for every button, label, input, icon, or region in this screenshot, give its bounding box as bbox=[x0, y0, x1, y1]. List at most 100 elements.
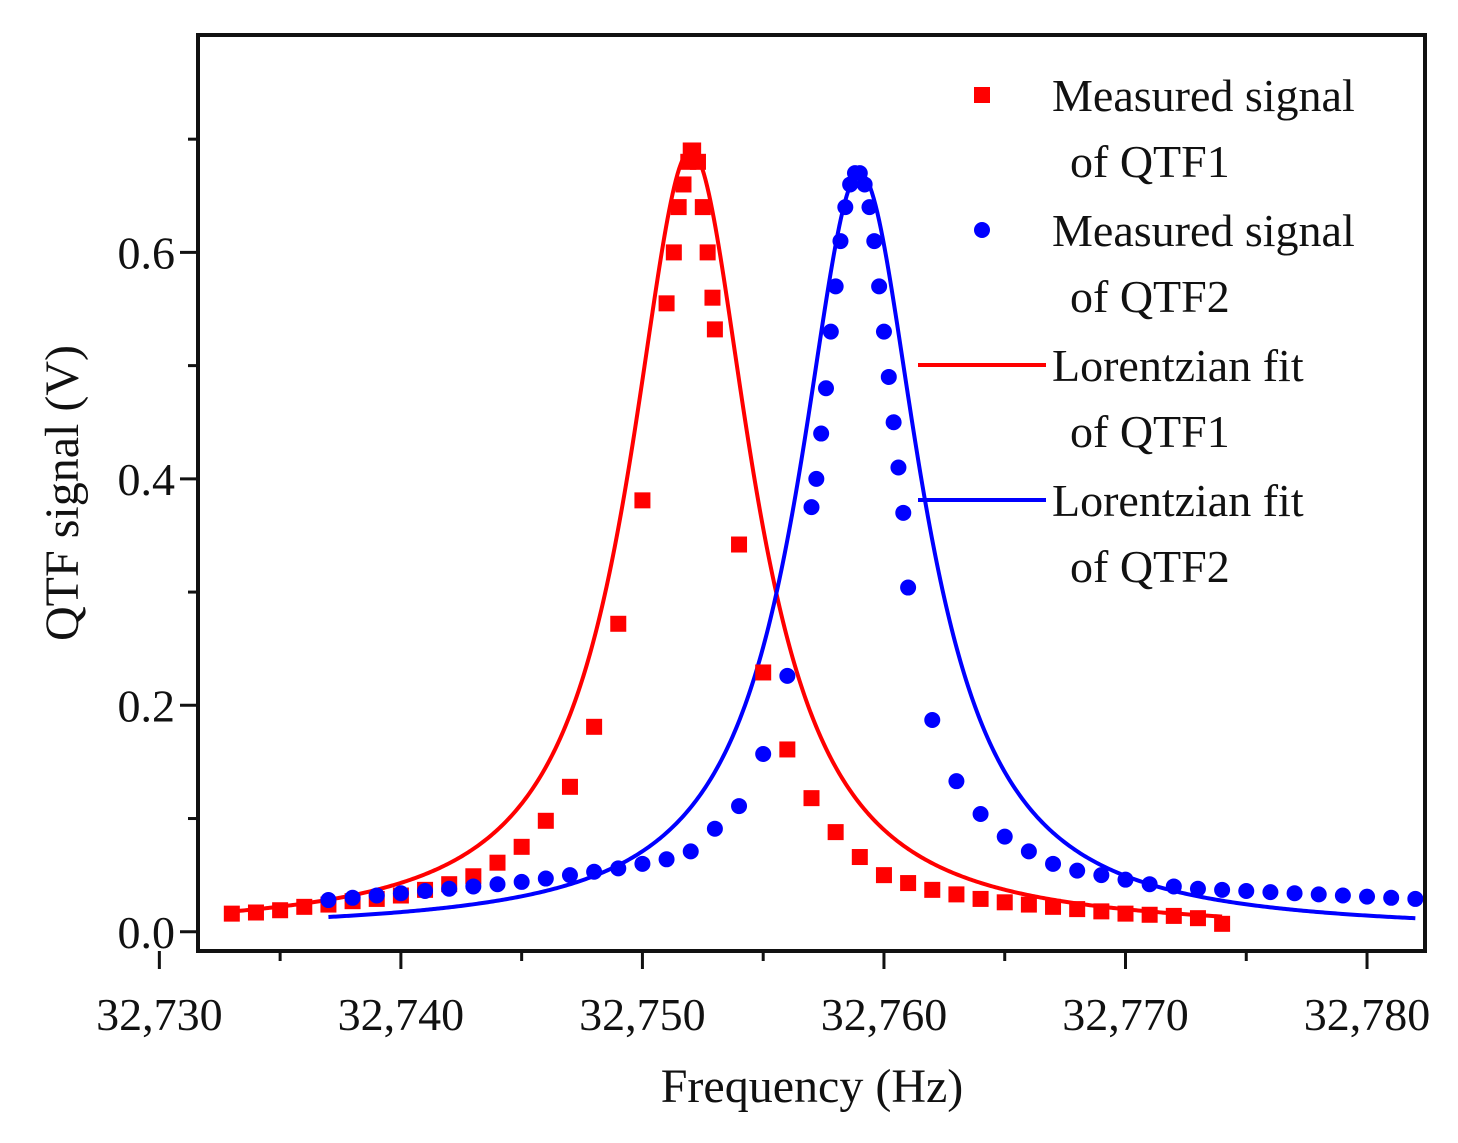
data-point bbox=[866, 233, 883, 250]
data-point bbox=[890, 459, 907, 476]
data-point bbox=[1407, 890, 1424, 907]
data-point bbox=[885, 414, 902, 431]
data-point bbox=[699, 244, 716, 261]
data-point bbox=[817, 380, 834, 397]
data-point bbox=[731, 536, 748, 553]
data-point bbox=[856, 176, 873, 193]
axes-layer: 32,730 32,740 32,750 32,760 32,770 32,780 0.0 0… bbox=[96, 137, 1430, 1040]
data-point bbox=[675, 176, 692, 193]
legend-symbol-qtf2-measured bbox=[974, 222, 990, 238]
data-point bbox=[813, 425, 830, 442]
series-layer bbox=[223, 142, 1424, 932]
data-point bbox=[670, 199, 687, 216]
x-tick-label: 32,740 bbox=[338, 989, 465, 1040]
legend-label-qtf1-fit: of QTF1 bbox=[1070, 406, 1230, 457]
data-point bbox=[537, 870, 554, 887]
data-point bbox=[320, 892, 337, 909]
data-point bbox=[368, 887, 385, 904]
data-point bbox=[1093, 903, 1110, 920]
data-point bbox=[779, 667, 796, 684]
data-point bbox=[634, 492, 651, 509]
data-point bbox=[1020, 896, 1037, 913]
data-point bbox=[704, 289, 721, 306]
x-tick-label: 32,730 bbox=[96, 989, 223, 1040]
data-point bbox=[392, 885, 409, 902]
data-point bbox=[223, 905, 240, 922]
y-tick-label: 0.4 bbox=[118, 454, 176, 505]
data-point bbox=[832, 233, 849, 250]
data-point bbox=[561, 867, 578, 884]
legend-label-qtf2-measured: Measured signal bbox=[1052, 205, 1355, 256]
data-point bbox=[689, 153, 706, 170]
data-point bbox=[900, 875, 917, 892]
data-point bbox=[871, 278, 888, 295]
data-point bbox=[465, 878, 482, 895]
data-point bbox=[851, 849, 868, 866]
data-point bbox=[1165, 878, 1182, 895]
data-point bbox=[344, 889, 361, 906]
data-point bbox=[694, 199, 711, 216]
data-point bbox=[489, 854, 506, 871]
y-tick-label: 0.6 bbox=[118, 227, 176, 278]
data-point bbox=[1045, 898, 1062, 915]
data-point bbox=[634, 855, 651, 872]
data-point bbox=[1141, 876, 1158, 893]
data-point bbox=[924, 881, 941, 898]
data-point bbox=[972, 890, 989, 907]
data-point bbox=[513, 873, 530, 890]
data-point bbox=[417, 882, 434, 899]
data-point bbox=[779, 741, 796, 758]
data-point bbox=[706, 820, 723, 837]
data-point bbox=[658, 295, 675, 312]
data-point bbox=[803, 790, 820, 807]
data-point bbox=[513, 838, 530, 855]
data-point bbox=[272, 902, 289, 919]
data-point bbox=[1117, 905, 1134, 922]
data-point bbox=[665, 244, 682, 261]
x-tick-label: 32,760 bbox=[821, 989, 948, 1040]
data-point bbox=[731, 798, 748, 815]
x-tick-label: 32,770 bbox=[1062, 989, 1189, 1040]
data-point bbox=[1310, 886, 1327, 903]
data-point bbox=[808, 470, 825, 487]
data-point bbox=[755, 664, 772, 681]
legend-label-qtf2-fit: Lorentzian fit bbox=[1052, 475, 1304, 526]
legend-label-qtf1-measured: Measured signal bbox=[1052, 70, 1355, 121]
data-point bbox=[658, 851, 675, 868]
x-tick-label: 32,750 bbox=[579, 989, 706, 1040]
data-point bbox=[1069, 901, 1086, 918]
legend-label-qtf2-measured: of QTF2 bbox=[1070, 271, 1230, 322]
data-point bbox=[880, 368, 897, 385]
data-point bbox=[1189, 880, 1206, 897]
data-point bbox=[1141, 906, 1158, 923]
data-point bbox=[875, 323, 892, 340]
data-point bbox=[610, 860, 627, 877]
data-point bbox=[1359, 888, 1376, 905]
data-point bbox=[837, 199, 854, 216]
data-point bbox=[586, 863, 603, 880]
y-tick-label: 0.2 bbox=[118, 680, 176, 731]
data-point bbox=[948, 773, 965, 790]
legend-label-qtf1-fit: Lorentzian fit bbox=[1052, 340, 1304, 391]
data-point bbox=[1165, 907, 1182, 924]
data-point bbox=[755, 745, 772, 762]
data-point bbox=[1020, 843, 1037, 860]
data-point bbox=[1069, 862, 1086, 879]
x-axis-title: Frequency (Hz) bbox=[661, 1060, 964, 1113]
data-point bbox=[822, 323, 839, 340]
data-point bbox=[827, 824, 844, 841]
data-point bbox=[247, 904, 264, 921]
data-point bbox=[561, 778, 578, 795]
data-point bbox=[900, 579, 917, 596]
data-point bbox=[441, 880, 458, 897]
data-point bbox=[586, 718, 603, 735]
data-point bbox=[972, 805, 989, 822]
plot-frame bbox=[196, 33, 1427, 953]
data-point bbox=[1334, 887, 1351, 904]
data-point bbox=[996, 828, 1013, 845]
series-qtf2-measured bbox=[320, 165, 1424, 909]
data-point bbox=[1383, 889, 1400, 906]
data-point bbox=[682, 843, 699, 860]
